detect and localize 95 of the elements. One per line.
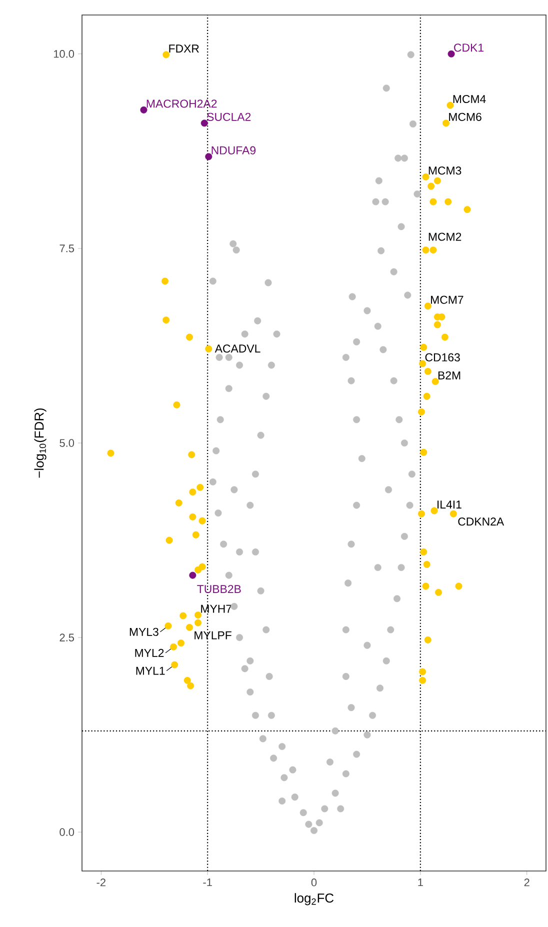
y-axis-title: −log$_{10}$(FDR) (34, 408, 46, 478)
point (180, 612, 187, 620)
point (162, 278, 169, 285)
annotation: MYLPF (194, 631, 232, 640)
point (420, 448, 428, 456)
annotation: MACROH2A2 (146, 100, 217, 108)
point (442, 120, 450, 127)
point (186, 334, 193, 341)
point (418, 510, 425, 518)
point (450, 510, 457, 518)
annotation: CD163 (425, 353, 460, 362)
point (189, 572, 196, 579)
x-tick-label: 2 (524, 878, 530, 886)
point (166, 536, 173, 544)
annotation: MCM4 (453, 94, 486, 104)
point (188, 451, 196, 458)
point (198, 563, 206, 570)
point (170, 643, 178, 650)
annotation: MCM3 (428, 166, 462, 175)
y-tick-label: 5.0 (60, 439, 74, 447)
annotation: CDK1 (454, 44, 484, 52)
point (107, 450, 114, 457)
point (423, 560, 430, 568)
point (196, 484, 204, 491)
annotation: ACADVL (214, 344, 260, 353)
point (189, 488, 196, 496)
point (424, 636, 432, 644)
annotation: MCM6 (449, 112, 482, 121)
x-tick-label: 0 (311, 878, 317, 886)
x-tick-label: -1 (203, 878, 212, 886)
point (200, 120, 208, 127)
point (464, 206, 471, 214)
point (171, 661, 178, 668)
point (184, 676, 191, 684)
annotation: NDUFA9 (212, 146, 256, 154)
point (435, 588, 442, 596)
point (430, 198, 437, 206)
point (423, 392, 430, 400)
point (194, 619, 202, 626)
point (432, 378, 439, 386)
point (177, 639, 184, 646)
annotation: SUCLA2 (207, 112, 251, 121)
point (189, 513, 196, 520)
point (441, 334, 448, 341)
annotation: MYH7 (201, 604, 232, 613)
point (418, 408, 425, 416)
point (430, 507, 438, 514)
y-tick-label: 10.0 (54, 50, 74, 58)
point (175, 499, 182, 506)
point (430, 246, 437, 254)
annotation: FDXR (169, 44, 199, 52)
point (198, 517, 206, 524)
point (446, 102, 454, 109)
point (419, 676, 426, 684)
point (164, 622, 172, 630)
point (424, 302, 432, 310)
x-tick-label: 1 (418, 878, 423, 886)
point (434, 321, 441, 328)
annotation: B2M (438, 371, 460, 380)
point (422, 173, 430, 180)
point (444, 198, 452, 206)
point (420, 548, 428, 556)
annotation: MCM2 (428, 232, 462, 241)
point (422, 582, 430, 590)
point (419, 668, 426, 676)
point (205, 153, 212, 160)
annotation: IL4I1 (438, 500, 462, 508)
annotation: MYL1 (136, 666, 165, 675)
x-axis-title: log$_{2}$FC (294, 893, 334, 906)
point (448, 50, 455, 58)
y-tick-label: 2.5 (60, 634, 74, 642)
point (162, 316, 170, 324)
x-tick-label: -2 (96, 878, 106, 886)
annotation: MCM7 (431, 296, 464, 304)
annotation: CDKN2A (458, 518, 504, 526)
point (140, 106, 148, 114)
point (422, 246, 430, 254)
point (455, 582, 462, 590)
point (424, 368, 432, 375)
point (162, 51, 170, 58)
y-tick-label: 7.5 (60, 244, 74, 252)
y-tick-label: 0.0 (60, 828, 74, 836)
point (186, 624, 193, 631)
point (194, 611, 202, 618)
annotation: MYL3 (130, 628, 158, 636)
annotation: TUBB2B (197, 584, 241, 594)
point (428, 182, 435, 190)
point (420, 344, 428, 351)
point (419, 360, 426, 368)
point (187, 682, 194, 690)
point (205, 345, 212, 352)
annotation: MYL2 (135, 648, 164, 657)
point (173, 401, 180, 408)
point (192, 531, 200, 538)
point (434, 177, 441, 184)
